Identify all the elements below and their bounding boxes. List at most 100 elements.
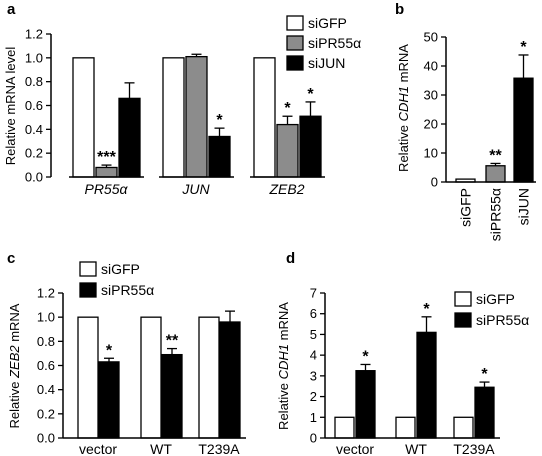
panel-d-bar: [334, 416, 355, 439]
panel-a-legend-label: siJUN: [308, 55, 345, 71]
panel-d-legend-swatch: [454, 312, 472, 328]
panel-a-legend-label: siPR55α: [308, 35, 361, 51]
panel-a-bar: [253, 57, 276, 178]
panel-a-significance-label: ***: [97, 149, 116, 166]
panel-a-legend-label: siGFP: [308, 15, 347, 31]
panel-d-bar: [416, 331, 437, 439]
panel-d-y-axis-title: Relative CDH1 mRNA: [276, 302, 291, 430]
panel-a-bar: [185, 55, 208, 178]
panel-a-significance-label: *: [284, 100, 291, 117]
panel-a-legend-swatch: [286, 35, 304, 51]
panel-c-legend-label: siGFP: [101, 261, 140, 277]
panel-d-y-tick-label: 4: [310, 348, 317, 363]
panel-d-legend-swatch: [454, 291, 472, 307]
panel-c-y-axis-title-gene: ZEB2: [7, 345, 22, 379]
panel-a-y-tick-label: 0.2: [25, 146, 43, 161]
panel-d-y-axis-title-gene: CDH1: [276, 344, 291, 379]
panel-d-y-tick-label: 2: [310, 389, 317, 404]
panel-a: a 0.0 0.2 0.4 0.6 0.8 1.0 1.2 Relative mRNA leve…: [3, 1, 361, 197]
panel-c-y-tick-label: 1.0: [37, 310, 55, 325]
panel-d-bar: [355, 370, 376, 439]
panel-b-y-axis-title-part: mRNA: [396, 44, 411, 86]
panel-d-category-label: WT: [405, 441, 427, 456]
panel-c-category-label: WT: [150, 441, 172, 456]
panel-b-y-tick-label: 30: [424, 88, 438, 103]
panel-a-bar: [276, 123, 299, 178]
panel-d-y-axis-title-part: Relative: [276, 379, 291, 430]
panel-b: b 0 10 20 30 40 50 Relative CDH1 mRNA siGFP ** siP…: [395, 1, 536, 241]
panel-c-bar: [161, 353, 183, 439]
panel-c-category-label: T239A: [198, 441, 240, 456]
panel-c-bar: [140, 316, 162, 439]
panel-b-y-tick-label: 40: [424, 59, 438, 74]
panel-b-y-axis-title-part: Relative: [396, 121, 411, 172]
panel-b-y-axis-title-gene: CDH1: [396, 86, 411, 121]
panel-b-y-tick-label: 0: [431, 175, 438, 190]
panel-a-bar: [95, 166, 118, 178]
panel-d-bar: [453, 416, 474, 439]
panel-a-letter: a: [7, 1, 16, 18]
panel-d-significance-label: *: [481, 366, 488, 383]
panel-a-category-label: JUN: [181, 181, 210, 197]
panel-c-significance-label: *: [106, 342, 113, 359]
panel-c-bar: [198, 316, 220, 439]
panel-a-y-tick-label: 0.6: [25, 98, 43, 113]
panel-d-bar: [395, 416, 416, 439]
panel-d-significance-label: *: [423, 301, 430, 318]
panel-a-legend-swatch: [286, 55, 304, 71]
panel-c-bar: [219, 321, 241, 439]
panel-a-y-tick-label: 1.2: [25, 27, 43, 42]
panel-a-bar: [299, 115, 322, 178]
panel-d-y-tick-label: 1: [310, 410, 317, 425]
panel-b-bar: [513, 77, 534, 183]
panel-c-y-tick-label: 0.6: [37, 358, 55, 373]
panel-b-bar: [485, 165, 506, 183]
panel-a-y-tick-label: 1.0: [25, 50, 43, 65]
panel-d-letter: d: [286, 250, 295, 267]
panel-b-y-tick-label: 20: [424, 117, 438, 132]
panel-d-legend-label: siGFP: [476, 291, 515, 307]
panel-b-category-label: siPR55α: [488, 188, 504, 241]
panel-b-y-axis-title: Relative CDH1 mRNA: [396, 44, 411, 172]
panel-c-y-tick-label: 0.2: [37, 406, 55, 421]
panel-d-legend-label: siPR55α: [476, 312, 529, 328]
panel-c-legend-label: siPR55α: [101, 282, 154, 298]
panel-c-bar: [98, 361, 120, 439]
panel-c-letter: c: [7, 250, 15, 267]
panel-a-category-label: ZEB2: [268, 181, 304, 197]
panel-a-y-axis-title: Relative mRNA level: [3, 47, 18, 166]
panel-d-y-axis-title-part: mRNA: [276, 302, 291, 344]
panel-c-bar: [77, 316, 99, 439]
panel-a-bar: [72, 57, 95, 178]
panel-a-y-tick-label: 0.0: [25, 170, 43, 185]
panel-b-significance-label: **: [489, 147, 502, 164]
panel-d: d 0 1 2 3 4 5 6 7 Relative CDH1 mRNA * vector * WT * T2…: [276, 250, 529, 456]
panel-c-y-axis-title: Relative ZEB2 mRNA: [7, 303, 22, 428]
panel-c-legend-swatch: [79, 261, 97, 277]
panel-b-category-label: siGFP: [458, 188, 474, 227]
panel-c: c 0.0 0.2 0.4 0.6 0.8 1.0 1.2 Relative ZEB2 mRNA…: [7, 250, 246, 456]
panel-c-legend-swatch: [79, 282, 97, 298]
panel-d-bar: [474, 386, 495, 439]
panel-c-significance-label: **: [166, 333, 179, 350]
panel-b-category-label: siJUN: [516, 188, 532, 225]
panel-c-y-axis-title-part: Relative: [7, 378, 22, 429]
panel-d-significance-label: *: [362, 348, 369, 365]
panel-a-bar: [162, 57, 185, 178]
panel-d-y-tick-label: 5: [310, 327, 317, 342]
panel-c-y-tick-label: 1.2: [37, 286, 55, 301]
panel-a-category-label: PR55α: [84, 181, 128, 197]
panel-a-bar: [208, 135, 231, 178]
panel-c-y-tick-label: 0.8: [37, 334, 55, 349]
panel-d-category-label: vector: [336, 441, 374, 456]
panel-c-category-label: vector: [79, 441, 117, 456]
panel-b-significance-label: *: [520, 39, 527, 56]
panel-d-y-tick-label: 3: [310, 368, 317, 383]
panel-c-y-tick-label: 0.4: [37, 382, 55, 397]
panel-d-category-label: T239A: [453, 441, 495, 456]
panel-a-significance-label: *: [307, 86, 314, 103]
panel-d-y-tick-label: 7: [310, 286, 317, 301]
panel-d-y-tick-label: 0: [310, 431, 317, 446]
panel-c-y-tick-label: 0.0: [37, 431, 55, 446]
